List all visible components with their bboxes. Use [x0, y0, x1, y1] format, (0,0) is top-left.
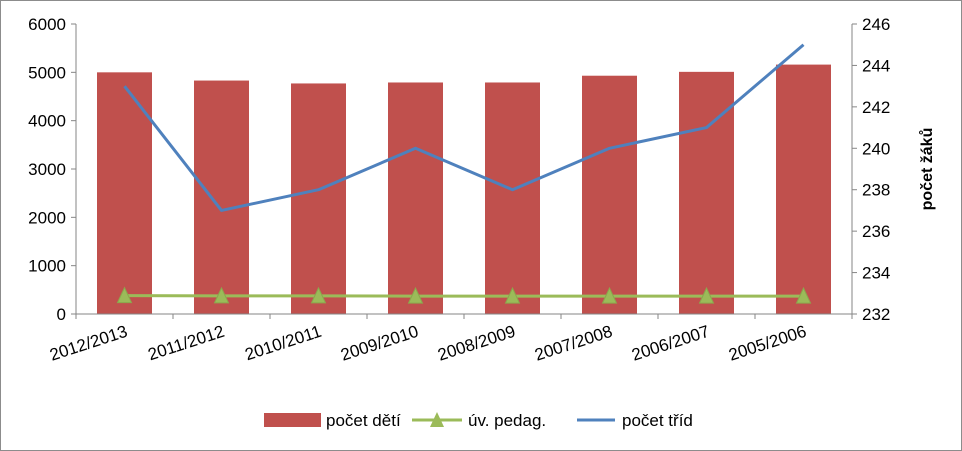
- legend: počet dětí úv. pedag. počet tříd: [264, 411, 693, 430]
- y-right-tick-label: 234: [862, 264, 890, 283]
- uv-pedag-marker: [116, 286, 133, 304]
- legend-label: úv. pedag.: [468, 411, 546, 430]
- uv-pedag-marker: [310, 286, 327, 304]
- y-left-tick-label: 1000: [28, 257, 66, 276]
- uv-pedag-marker: [213, 286, 230, 304]
- bar-2006/2007: [679, 71, 734, 314]
- bar-2008/2009: [485, 82, 540, 314]
- x-tick-label: 2009/2010: [338, 322, 420, 365]
- y-right-tick-label: 232: [862, 305, 890, 324]
- x-tick-label: 2006/2007: [629, 322, 711, 365]
- x-tick-label: 2010/2011: [243, 322, 324, 365]
- y-left-tick-label: 2000: [28, 208, 66, 227]
- bar-2005/2006: [776, 64, 831, 314]
- x-tick-label: 2008/2009: [435, 322, 517, 365]
- legend-swatch-pocet-deti: [264, 413, 321, 427]
- legend-marker-uv-pedag: [430, 412, 444, 427]
- x-tick-label: 2007/2008: [532, 322, 614, 365]
- uv-pedag-marker: [698, 286, 715, 304]
- y-right-tick-label: 240: [862, 139, 890, 158]
- pocet-trid-line: [123, 43, 805, 212]
- y-left-tick-label: 3000: [28, 160, 66, 179]
- x-tick-label: 2005/2006: [726, 322, 808, 365]
- x-tick-label: 2011/2012: [146, 322, 227, 365]
- bar-2012/2013: [97, 72, 152, 314]
- uv-pedag-marker: [795, 286, 812, 304]
- y-right-tick-label: 238: [862, 181, 890, 200]
- legend-label: počet tříd: [622, 411, 693, 430]
- right-axis-title: počet žáků: [919, 128, 936, 211]
- legend-label: počet dětí: [326, 411, 401, 430]
- bar-2009/2010: [388, 82, 443, 314]
- y-left-tick-label: 5000: [28, 63, 66, 82]
- bar-2007/2008: [582, 75, 637, 314]
- y-left-tick-label: 4000: [28, 112, 66, 131]
- uv-pedag-marker: [601, 286, 618, 304]
- uv-pedag-marker: [407, 286, 424, 304]
- x-tick-label: 2012/2013: [47, 322, 129, 365]
- y-right-tick-label: 244: [862, 56, 890, 75]
- bar-2010/2011: [291, 83, 346, 314]
- bar-2011/2012: [194, 80, 249, 314]
- y-left-tick-label: 0: [57, 305, 66, 324]
- y-right-tick-label: 242: [862, 98, 890, 117]
- y-right-tick-label: 246: [862, 15, 890, 34]
- y-left-tick-label: 6000: [28, 15, 66, 34]
- uv-pedag-marker: [504, 286, 521, 304]
- y-right-tick-label: 236: [862, 222, 890, 241]
